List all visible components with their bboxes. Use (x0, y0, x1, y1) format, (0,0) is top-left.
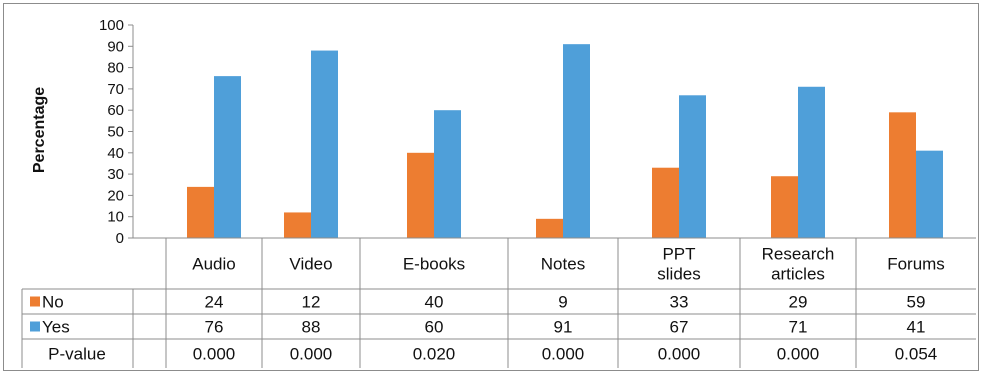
category-label: articles (771, 265, 825, 284)
bar-yes (679, 95, 706, 238)
category-label: E-books (403, 255, 465, 274)
bar-no (284, 212, 311, 238)
pvalue-cell: 0.054 (895, 345, 938, 364)
category-label: Audio (192, 255, 235, 274)
data-label: 59 (907, 293, 926, 312)
y-tick-label: 10 (107, 209, 124, 226)
bar-yes (916, 150, 943, 238)
pvalue-cell: 0.000 (658, 345, 701, 364)
bar-no (187, 186, 214, 238)
y-tick-label: 80 (107, 60, 124, 77)
y-tick-label: 50 (107, 124, 124, 141)
pvalue-cell: 0.000 (542, 345, 585, 364)
data-label: 76 (205, 318, 224, 337)
plot-area: 0 10 20 30 40 50 60 70 80 90 100 (99, 17, 943, 247)
data-label: 60 (425, 318, 444, 337)
y-tick-label: 40 (107, 145, 124, 162)
category-label: Forums (887, 255, 945, 274)
bar-yes (311, 50, 338, 239)
category-label: Video (289, 255, 332, 274)
category-label: Research (762, 245, 835, 264)
pvalue-cell: 0.020 (413, 345, 456, 364)
data-label: 12 (302, 293, 321, 312)
data-label: 40 (425, 293, 444, 312)
data-label: 41 (907, 318, 926, 337)
y-tick-label: 0 (116, 230, 124, 247)
y-tick-label: 30 (107, 166, 124, 183)
legend-label-no: No (42, 293, 64, 312)
y-tick-label: 20 (107, 187, 124, 204)
bar-no (771, 176, 798, 238)
category-label: Notes (541, 255, 585, 274)
bar-no (407, 152, 434, 238)
pvalue-cell: 0.000 (193, 345, 236, 364)
bar-yes (214, 76, 241, 239)
bar-no (889, 112, 916, 238)
data-label: 33 (670, 293, 689, 312)
bar-no (652, 167, 679, 238)
y-tick-label: 90 (107, 38, 124, 55)
data-label: 67 (670, 318, 689, 337)
data-label: 88 (302, 318, 321, 337)
bar-yes (563, 44, 590, 238)
legend-label-yes: Yes (42, 318, 70, 337)
y-tick-label: 70 (107, 81, 124, 98)
data-label: 91 (554, 318, 573, 337)
bar-no (536, 218, 563, 238)
pvalue-row-label: P-value (48, 345, 106, 364)
data-label: 9 (558, 293, 567, 312)
bar-yes (434, 110, 461, 238)
y-axis-label: Percentage (31, 87, 48, 173)
bar-yes (798, 86, 825, 239)
y-tick-label: 60 (107, 102, 124, 119)
pvalue-cell: 0.000 (777, 345, 820, 364)
data-label: 24 (205, 293, 224, 312)
legend-swatch-no (30, 296, 40, 307)
pvalue-cell: 0.000 (290, 345, 333, 364)
legend-swatch-yes (30, 321, 40, 332)
data-label: 71 (789, 318, 808, 337)
y-tick-label: 100 (99, 17, 124, 34)
category-label: PPT (662, 245, 695, 264)
category-label: slides (657, 265, 700, 284)
data-label: 29 (789, 293, 808, 312)
